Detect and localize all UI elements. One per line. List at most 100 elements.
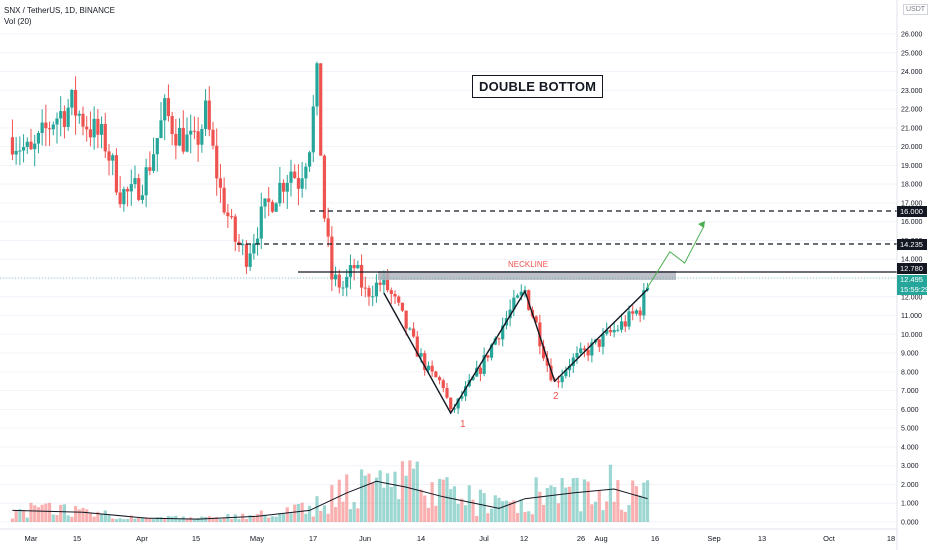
time-tick-label: Sep bbox=[707, 534, 720, 543]
price-tick-label: 4.000 bbox=[901, 444, 919, 451]
candle-up bbox=[460, 396, 464, 399]
volume-bar bbox=[140, 517, 145, 522]
volume-bar bbox=[222, 518, 226, 522]
volume-bar bbox=[333, 507, 338, 522]
candle-down bbox=[296, 177, 301, 189]
candle-down bbox=[62, 111, 67, 127]
candle-down bbox=[293, 171, 297, 178]
volume-bar bbox=[593, 501, 598, 522]
volume-bar bbox=[475, 515, 479, 522]
volume-bar bbox=[437, 478, 442, 522]
volume-bar bbox=[519, 499, 523, 522]
volume-bar bbox=[237, 519, 241, 522]
price-tick-label: 5.000 bbox=[901, 426, 919, 433]
candle-up bbox=[300, 178, 304, 189]
volume-bar bbox=[634, 486, 639, 522]
candle-down bbox=[85, 126, 89, 130]
price-tick-label: 0.000 bbox=[901, 520, 919, 527]
candle-up bbox=[259, 206, 263, 239]
candle-up bbox=[482, 355, 486, 374]
volume-bar bbox=[163, 518, 167, 522]
candle-up bbox=[452, 408, 457, 410]
candle-down bbox=[233, 216, 237, 242]
volume-bar bbox=[460, 498, 464, 522]
volume-bar bbox=[430, 482, 434, 522]
volume-bar bbox=[631, 480, 635, 522]
volume-bar bbox=[189, 517, 193, 522]
volume-bar bbox=[523, 511, 527, 522]
volume-bar bbox=[73, 506, 78, 522]
volume-bar bbox=[278, 513, 282, 522]
candle-down bbox=[322, 155, 327, 219]
time-tick-label: Aug bbox=[594, 534, 607, 543]
volume-bar bbox=[155, 517, 159, 522]
volume-bar bbox=[486, 513, 490, 522]
volume-bar bbox=[337, 479, 341, 522]
price-tag-last: 12.495 15:59:29 bbox=[897, 275, 930, 295]
volume-bar bbox=[404, 475, 408, 522]
candle-up bbox=[426, 365, 431, 371]
candle-down bbox=[397, 296, 401, 303]
price-tick-label: 1.000 bbox=[901, 501, 919, 508]
candle-down bbox=[631, 311, 635, 314]
candle-down bbox=[267, 198, 271, 202]
candle-down bbox=[527, 290, 531, 310]
time-axis[interactable]: Mar 15 Apr 15 May 17 Jun 14 Jul 12 26 Aug 16 Sep 13 Oct… bbox=[0, 528, 897, 543]
candle-up bbox=[489, 344, 494, 358]
candle-up bbox=[189, 130, 193, 135]
volume-bar bbox=[159, 517, 163, 522]
candle-down bbox=[207, 100, 211, 130]
candle-up bbox=[371, 296, 375, 298]
candle-down bbox=[400, 302, 405, 311]
volume-bar bbox=[118, 518, 122, 522]
bottom-label-1: 1 bbox=[460, 419, 466, 430]
volume-bar bbox=[44, 503, 48, 522]
volume-bar bbox=[66, 515, 70, 522]
candle-up bbox=[515, 295, 520, 298]
candle-down bbox=[103, 123, 107, 152]
volume-bar bbox=[341, 501, 345, 522]
volume-bar bbox=[300, 502, 304, 522]
candle-up bbox=[612, 329, 616, 333]
candle-down bbox=[337, 274, 341, 288]
volume-bar bbox=[304, 513, 308, 522]
volume-bar bbox=[218, 519, 223, 522]
volume-bar bbox=[144, 517, 148, 522]
countdown-timer: 15:59:29 bbox=[900, 285, 930, 294]
candle-down bbox=[411, 328, 416, 337]
candle-down bbox=[181, 127, 185, 152]
volume-bar bbox=[330, 485, 334, 522]
price-tick-label: 11.000 bbox=[901, 313, 922, 320]
candle-down bbox=[378, 282, 382, 285]
time-tick-label: 16 bbox=[651, 534, 659, 543]
candle-down bbox=[434, 371, 438, 378]
price-tick-label: 8.000 bbox=[901, 369, 919, 376]
candle-down bbox=[549, 365, 553, 381]
candle-down bbox=[218, 178, 223, 188]
volume-bar bbox=[449, 489, 453, 522]
volume-bar bbox=[18, 509, 22, 522]
candle-up bbox=[278, 182, 282, 204]
candle-up bbox=[111, 155, 115, 161]
candle-up bbox=[333, 274, 338, 280]
volume-bar bbox=[263, 514, 267, 522]
volume-bar bbox=[229, 519, 234, 522]
candle-down bbox=[437, 377, 442, 381]
volume-bar bbox=[367, 473, 371, 522]
candle-up bbox=[307, 152, 312, 167]
volume-bar bbox=[623, 511, 627, 522]
double-bottom-pattern bbox=[383, 288, 649, 415]
candle-up bbox=[77, 113, 81, 116]
volume-bar bbox=[493, 495, 497, 522]
currency-unit[interactable]: USDT bbox=[903, 4, 929, 15]
candle-down bbox=[582, 348, 587, 350]
time-tick-label: Oct bbox=[823, 534, 836, 543]
volume-bar bbox=[40, 504, 44, 522]
volume-bar bbox=[363, 475, 367, 522]
volume-bar bbox=[400, 461, 405, 522]
candle-up bbox=[501, 325, 505, 340]
volume-bar bbox=[96, 511, 100, 522]
candle-down bbox=[326, 218, 330, 237]
volume-bar bbox=[419, 489, 423, 522]
